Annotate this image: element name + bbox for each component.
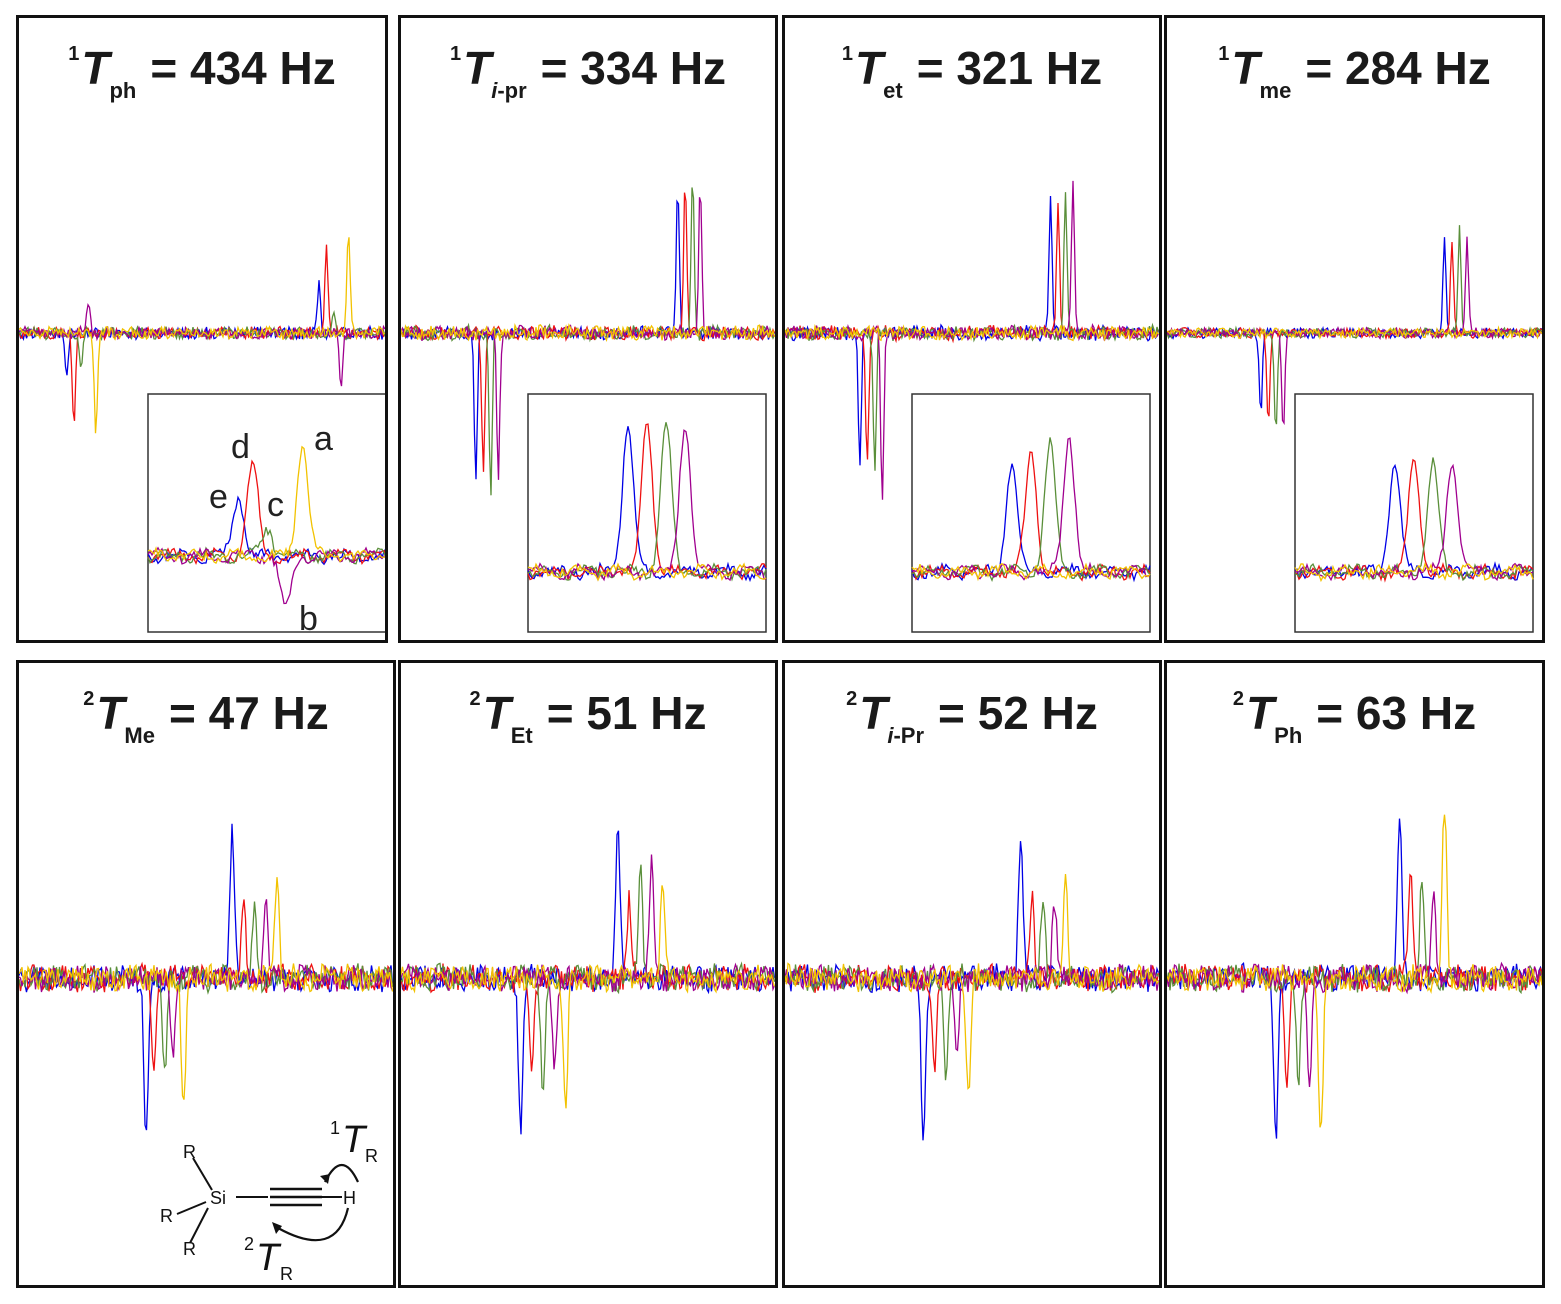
panel-title: 1Ti-pr = 334 Hz [449, 42, 727, 103]
series-yellow [785, 323, 1159, 342]
inset-series-green [1294, 457, 1534, 582]
series-yellow [401, 323, 775, 342]
spectrum-plot: a b cde [19, 237, 385, 638]
t1-symbol: T [342, 1119, 368, 1161]
series-purple [19, 302, 385, 387]
panel-6-tet2: 2TEt = 51 Hz [398, 660, 778, 1288]
series-purple [1167, 891, 1542, 1087]
peak-label-b: b [299, 600, 318, 638]
panel-title: 1Tet = 321 Hz [841, 42, 1103, 103]
t1-sup: 1 [330, 1118, 340, 1138]
series-red [19, 244, 385, 421]
r-label-bottom: R [183, 1239, 196, 1259]
spectrum-plot [785, 180, 1159, 633]
inset-frame [527, 393, 767, 633]
peak-label-d: d [231, 428, 250, 466]
series-green [1167, 225, 1542, 425]
si-label: Si [210, 1188, 226, 1208]
panel-4-tme: 1Tme = 284 Hz [1164, 15, 1545, 643]
inset-series-purple [1294, 463, 1534, 582]
peak-label-e: e [209, 478, 228, 516]
inset-zoom [911, 393, 1151, 633]
panel-title: 2TPh = 63 Hz [1232, 687, 1477, 748]
inset-frame [911, 393, 1151, 633]
spectrum-plot [401, 830, 775, 1135]
series-green [19, 310, 385, 367]
series-yellow [19, 237, 385, 434]
series-yellow [1167, 814, 1542, 1128]
panel-title: 2Ti-Pr = 52 Hz [846, 687, 1098, 748]
molecule-diagram: R R R Si H 1 T R 2 T R [160, 1118, 378, 1284]
panel-title: 1Tme = 284 Hz [1218, 42, 1491, 103]
spectrum-plot [1167, 814, 1542, 1139]
inset-zoom [527, 393, 767, 633]
inset-zoom: a b cde [147, 393, 385, 638]
spectrum-plot [401, 187, 775, 633]
h-label: H [343, 1188, 356, 1208]
panel-title: 2TMe = 47 Hz [83, 687, 329, 748]
inset-zoom [1294, 393, 1534, 633]
t2-sub: R [280, 1264, 293, 1284]
series-purple [1167, 236, 1542, 426]
spectrum-plot [785, 841, 1159, 1141]
panel-title: 2TEt = 51 Hz [469, 687, 707, 748]
panel-7-tipr2: 2Ti-Pr = 52 Hz [782, 660, 1162, 1288]
inset-frame [147, 393, 385, 633]
t2-sup: 2 [244, 1234, 254, 1254]
t2-symbol: T [256, 1237, 282, 1279]
spectrum-plot [19, 823, 393, 1131]
inset-series-green [527, 422, 767, 582]
peak-label-a: a [314, 420, 333, 458]
series-blue [1167, 237, 1542, 409]
r-label-top: R [183, 1142, 196, 1162]
panel-5-tme2: 2TMe = 47 Hz [16, 660, 396, 1288]
panel-8-tph2: 2TPh = 63 Hz [1164, 660, 1545, 1288]
series-yellow [401, 885, 775, 1109]
t1-sub: R [365, 1146, 378, 1166]
inset-series-yellow [527, 562, 767, 582]
peak-label-c: c [267, 486, 284, 524]
spectrum-plot [1167, 225, 1542, 633]
series-yellow [19, 877, 393, 1100]
series-yellow [785, 873, 1159, 1090]
series-yellow [1167, 325, 1542, 341]
inset-series-yellow [147, 445, 385, 565]
panel-2-tipr: 1Ti-pr = 334 Hz [398, 15, 778, 643]
inset-frame [1294, 393, 1534, 633]
inset-series-yellow [911, 562, 1151, 582]
panel-title: 1Tph = 434 Hz [68, 42, 336, 103]
panel-3-tet: 1Tet = 321 Hz [782, 15, 1162, 643]
series-purple [401, 854, 775, 1070]
inset-series-yellow [1294, 561, 1534, 583]
r-label-left: R [160, 1206, 173, 1226]
